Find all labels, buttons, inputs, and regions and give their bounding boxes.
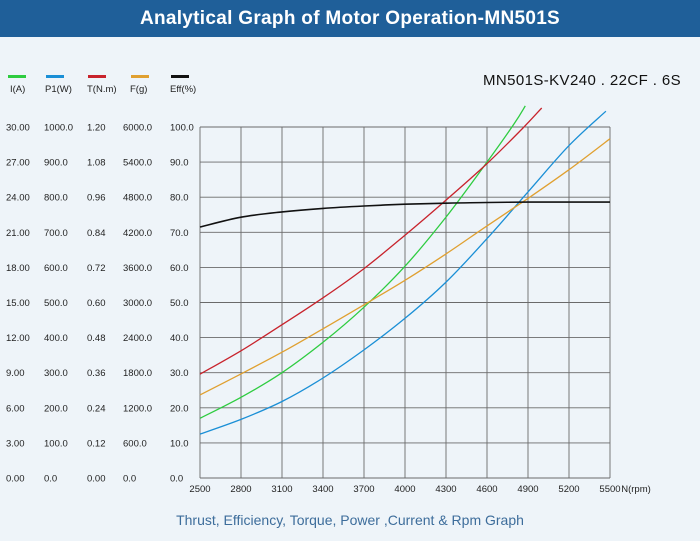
- legend-label-I: I(A): [10, 84, 25, 95]
- y-tick-label-Eff: 30.0: [170, 368, 189, 379]
- x-tick-label: 5500: [599, 484, 620, 495]
- series-line-F: [199, 138, 611, 396]
- y-tick-label-Eff: 10.0: [170, 438, 189, 449]
- y-tick-label-F: 6000.0: [123, 123, 152, 134]
- series-line-T: [199, 107, 543, 375]
- chart-caption: Thrust, Efficiency, Torque, Power ,Curre…: [176, 512, 524, 528]
- y-axes: 0.00 3.00 6.00 9.00 12.00 15.00 18.00 21.00 24.0…: [6, 123, 194, 485]
- y-tick-label-I: 18.00: [6, 263, 30, 274]
- y-tick-label-I: 3.00: [6, 438, 25, 449]
- y-tick-label-Eff: 70.0: [170, 228, 189, 239]
- series-line-Eff: [199, 201, 610, 228]
- y-tick-label-Eff: 60.0: [170, 263, 189, 274]
- series-line-P1: [199, 110, 607, 435]
- grid: [199, 126, 611, 479]
- legend-swatch-P1: [46, 75, 64, 78]
- x-axis: 2500 2800 3100 3400 3700 4000 4300 4600 4900 5200…: [189, 484, 650, 495]
- legend-label-F: F(g): [130, 84, 147, 95]
- y-tick-label-P1: 400.0: [44, 333, 68, 344]
- y-tick-label-I: 27.00: [6, 158, 30, 169]
- y-tick-label-Eff: 40.0: [170, 333, 189, 344]
- y-tick-label-Eff: 50.0: [170, 298, 189, 309]
- x-tick-label: 5200: [558, 484, 579, 495]
- y-tick-label-P1: 0.0: [44, 474, 57, 485]
- x-tick-label: 4000: [394, 484, 415, 495]
- y-tick-label-I: 0.00: [6, 474, 25, 485]
- x-tick-label: 3100: [271, 484, 292, 495]
- y-tick-label-Eff: 0.0: [170, 474, 183, 485]
- y-tick-label-P1: 500.0: [44, 298, 68, 309]
- y-tick-label-T: 0.72: [87, 263, 106, 274]
- y-tick-label-Eff: 80.0: [170, 193, 189, 204]
- x-tick-label: 4600: [476, 484, 497, 495]
- y-tick-label-F: 4800.0: [123, 193, 152, 204]
- y-tick-label-Eff: 20.0: [170, 403, 189, 414]
- y-tick-label-F: 3000.0: [123, 298, 152, 309]
- y-tick-label-Eff: 100.0: [170, 123, 194, 134]
- legend-label-P1: P1(W): [45, 84, 72, 95]
- y-tick-label-T: 1.08: [87, 158, 106, 169]
- y-tick-label-I: 12.00: [6, 333, 30, 344]
- legend-swatch-I: [8, 75, 26, 78]
- y-tick-label-Eff: 90.0: [170, 158, 189, 169]
- x-tick-label: 2500: [189, 484, 210, 495]
- y-tick-label-F: 4200.0: [123, 228, 152, 239]
- legend-swatch-T: [88, 75, 106, 78]
- y-tick-label-P1: 300.0: [44, 368, 68, 379]
- y-tick-label-I: 15.00: [6, 298, 30, 309]
- y-tick-label-F: 3600.0: [123, 263, 152, 274]
- y-tick-label-P1: 800.0: [44, 193, 68, 204]
- y-tick-label-I: 9.00: [6, 368, 25, 379]
- model-label: MN501S-KV240 . 22CF . 6S: [483, 72, 682, 89]
- y-tick-label-T: 0.12: [87, 438, 106, 449]
- y-tick-label-F: 5400.0: [123, 158, 152, 169]
- y-tick-label-I: 24.00: [6, 193, 30, 204]
- x-tick-label: 4900: [517, 484, 538, 495]
- y-tick-label-I: 30.00: [6, 123, 30, 134]
- y-tick-label-F: 1200.0: [123, 403, 152, 414]
- legend-label-T: T(N.m): [87, 84, 117, 95]
- y-tick-label-F: 0.0: [123, 474, 136, 485]
- y-tick-label-P1: 700.0: [44, 228, 68, 239]
- y-tick-label-P1: 900.0: [44, 158, 68, 169]
- x-tick-label: 3400: [312, 484, 333, 495]
- y-tick-label-F: 1800.0: [123, 368, 152, 379]
- y-tick-label-T: 0.24: [87, 403, 106, 414]
- legend-swatch-F: [131, 75, 149, 78]
- y-tick-label-P1: 200.0: [44, 403, 68, 414]
- y-tick-label-I: 21.00: [6, 228, 30, 239]
- y-tick-label-P1: 600.0: [44, 263, 68, 274]
- y-tick-label-F: 2400.0: [123, 333, 152, 344]
- y-tick-label-T: 0.60: [87, 298, 106, 309]
- x-tick-label: 4300: [435, 484, 456, 495]
- y-tick-label-P1: 100.0: [44, 438, 68, 449]
- y-tick-label-P1: 1000.0: [44, 123, 73, 134]
- y-tick-label-F: 600.0: [123, 438, 147, 449]
- x-tick-label: 2800: [230, 484, 251, 495]
- y-tick-label-T: 0.48: [87, 333, 106, 344]
- series: [199, 105, 611, 435]
- y-tick-label-T: 0.84: [87, 228, 106, 239]
- legend-swatch-Eff: [171, 75, 189, 78]
- x-tick-label: 3700: [353, 484, 374, 495]
- x-axis-unit-label: N(rpm): [621, 484, 651, 495]
- page-title: Analytical Graph of Motor Operation-MN50…: [0, 0, 700, 37]
- legend-label-Eff: Eff(%): [170, 84, 196, 95]
- legend: I(A) P1(W) T(N.m) F(g) Eff(%): [8, 75, 196, 95]
- y-tick-label-I: 6.00: [6, 403, 25, 414]
- series-line-I: [199, 105, 526, 419]
- y-tick-label-T: 0.36: [87, 368, 106, 379]
- y-tick-label-T: 0.00: [87, 474, 106, 485]
- y-tick-label-T: 0.96: [87, 193, 106, 204]
- y-tick-label-T: 1.20: [87, 123, 106, 134]
